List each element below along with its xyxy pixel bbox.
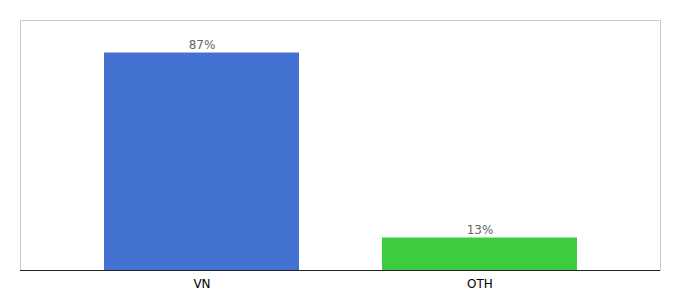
svg-text:OTH: OTH	[467, 277, 493, 291]
svg-text:13%: 13%	[467, 223, 494, 237]
svg-text:VN: VN	[193, 277, 210, 291]
svg-text:87%: 87%	[189, 38, 216, 52]
